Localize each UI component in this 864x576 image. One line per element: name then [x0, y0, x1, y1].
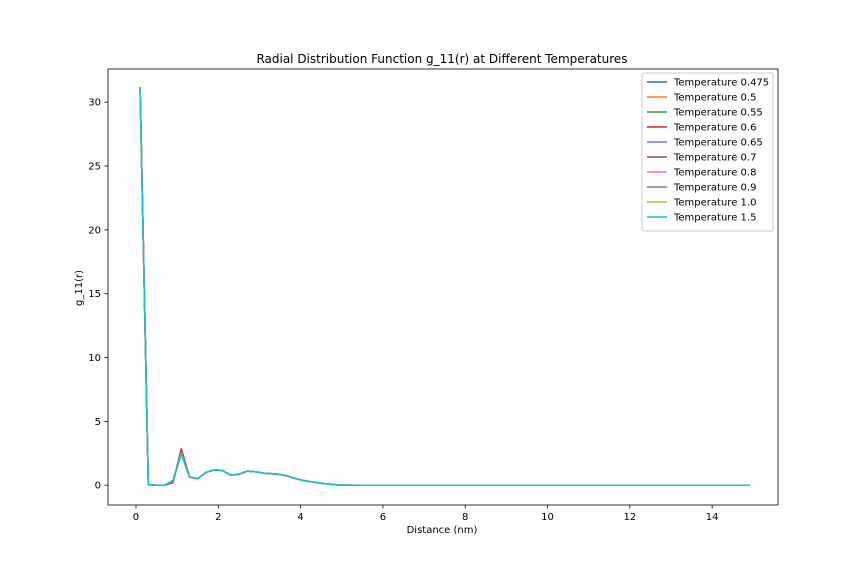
- x-tick-label-10: 10: [541, 512, 554, 523]
- x-tick-label-0: 0: [133, 512, 139, 523]
- legend-label-4: Temperature 0.65: [673, 138, 763, 149]
- y-tick-label-10: 10: [88, 353, 101, 364]
- x-tick-label-14: 14: [706, 512, 719, 523]
- y-axis-label: g_11(r): [74, 270, 85, 306]
- y-tick-label-20: 20: [88, 225, 101, 236]
- y-tick-label-25: 25: [88, 162, 101, 173]
- x-tick-label-6: 6: [380, 512, 386, 523]
- x-tick-label-2: 2: [215, 512, 221, 523]
- x-tick-label-8: 8: [462, 512, 468, 523]
- legend-label-2: Temperature 0.55: [673, 108, 763, 119]
- legend-label-0: Temperature 0.475: [673, 78, 769, 89]
- legend: Temperature 0.475 Temperature 0.5 Temperat…: [641, 72, 774, 232]
- legend-label-9: Temperature 1.5: [673, 213, 756, 224]
- legend-label-8: Temperature 1.0: [673, 198, 756, 209]
- axes-frame: [107, 68, 779, 506]
- y-tick-label-5: 5: [95, 417, 101, 428]
- legend-label-1: Temperature 0.5: [673, 93, 756, 104]
- series-line-9: [139, 88, 750, 486]
- legend-box: [641, 72, 774, 232]
- legend-label-6: Temperature 0.8: [673, 168, 756, 179]
- x-tick-label-4: 4: [297, 512, 303, 523]
- legend-label-7: Temperature 0.9: [673, 183, 756, 194]
- y-tick-label-30: 30: [88, 98, 101, 109]
- legend-label-5: Temperature 0.7: [673, 153, 756, 164]
- y-tick-label-15: 15: [88, 289, 101, 300]
- x-axis-label: Distance (nm): [407, 525, 478, 536]
- legend-label-3: Temperature 0.6: [673, 123, 756, 134]
- chart-title: Radial Distribution Function g_11(r) at …: [256, 52, 627, 66]
- x-tick-label-12: 12: [623, 512, 636, 523]
- y-tick-label-0: 0: [95, 481, 101, 492]
- plot-area: 0 2 4 6 8 10 12 14 0 5 10 15 20 25 30: [88, 68, 779, 523]
